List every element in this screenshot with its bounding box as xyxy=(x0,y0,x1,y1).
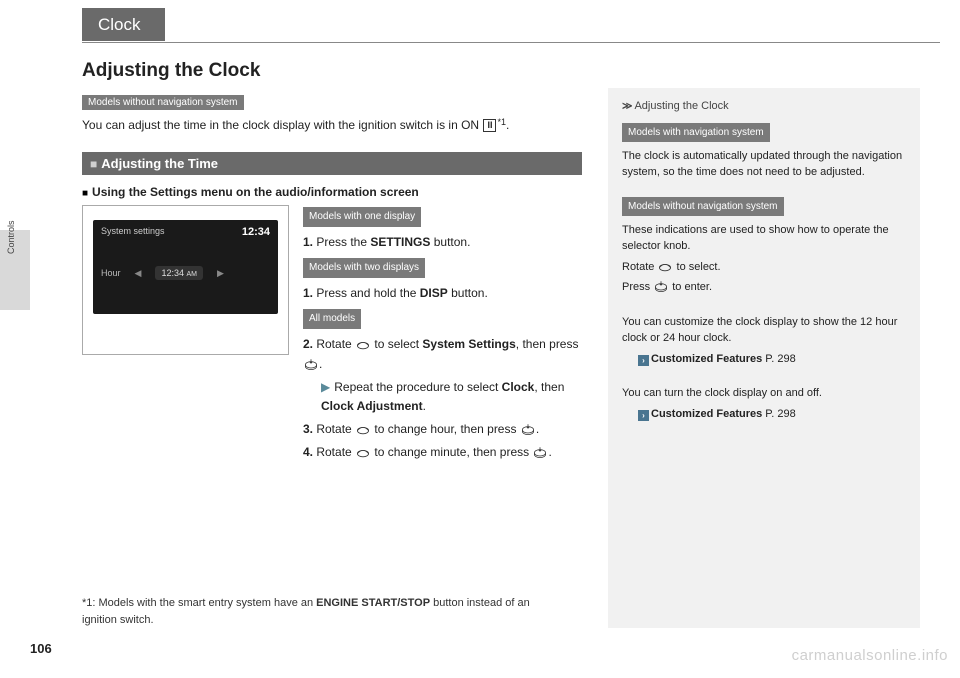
page-number: 106 xyxy=(30,641,52,656)
sidebar-nav-text: The clock is automatically updated throu… xyxy=(622,148,906,181)
sidebar-header: ≫Adjusting the Clock xyxy=(622,98,906,115)
pill-two-displays: Models with two displays xyxy=(303,258,425,278)
screen-ampm: AM xyxy=(186,271,197,278)
title-bar: Clock xyxy=(82,8,940,42)
screen-time: 12:34 xyxy=(161,268,184,278)
intro-paragraph: You can adjust the time in the clock dis… xyxy=(82,116,582,134)
side-tab-label: Controls xyxy=(6,220,16,254)
step-3: 3. Rotate to change hour, then press . xyxy=(303,420,582,439)
sidebar-nonav-intro: These indications are used to show how t… xyxy=(622,222,906,255)
press-knob-icon xyxy=(303,357,319,371)
step-2: 2. Rotate to select System Settings, the… xyxy=(303,335,582,373)
rotate-knob-icon xyxy=(355,337,371,351)
pill-models-with-nav: Models with navigation system xyxy=(622,123,770,142)
section-heading: Adjusting the Clock xyxy=(82,60,582,82)
subsection-title: Adjusting the Time xyxy=(101,156,218,171)
step-1a: 1. Press the SETTINGS button. xyxy=(303,233,582,252)
page-title-tab: Clock xyxy=(82,8,165,41)
watermark: carmanualsonline.info xyxy=(792,647,948,664)
sidebar-rotate-line: Rotate to select. xyxy=(622,259,906,276)
subsection-bullet: ■ xyxy=(90,157,97,171)
step-1b: 1. Press and hold the DISP button. xyxy=(303,284,582,303)
xref-icon: › xyxy=(638,410,649,421)
step-2-sub: ▶Repeat the procedure to select Clock, t… xyxy=(321,378,582,416)
main-column: Adjusting the Clock Models without navig… xyxy=(82,60,582,467)
footnote: *1: Models with the smart entry system h… xyxy=(82,595,562,628)
press-knob-icon xyxy=(532,445,548,459)
pill-models-without-nav: Models without navigation system xyxy=(82,95,244,110)
xref-icon: › xyxy=(638,355,649,366)
sidebar-xref-1: ›Customized Features P. 298 xyxy=(638,351,906,368)
sidebar-onoff-text: You can turn the clock display on and of… xyxy=(622,385,906,402)
subsection-bar: ■ Adjusting the Time xyxy=(82,152,582,175)
intro-sup: *1 xyxy=(497,117,506,127)
screen-clock: 12:34 xyxy=(242,226,270,238)
screen-title: System settings xyxy=(101,226,165,238)
subhead: ■ Using the Settings menu on the audio/in… xyxy=(82,185,582,199)
steps-column: Models with one display 1. Press the SET… xyxy=(303,205,582,467)
pill-one-display: Models with one display xyxy=(303,207,421,227)
rotate-knob-icon xyxy=(657,259,673,273)
display-screenshot: System settings 12:34 Hour ◀ 12:34 AM ▶ xyxy=(82,205,289,355)
press-knob-icon xyxy=(653,279,669,293)
press-knob-icon xyxy=(520,422,536,436)
sidebar-custom-intro: You can customize the clock display to s… xyxy=(622,314,906,347)
intro-pre: You can adjust the time in the clock dis… xyxy=(82,118,482,132)
subhead-bullet: ■ xyxy=(82,188,88,199)
arrow-icon: ▶ xyxy=(321,380,330,394)
intro-post: . xyxy=(506,118,509,132)
sidebar-xref-2: ›Customized Features P. 298 xyxy=(638,406,906,423)
pill-models-without-nav-side: Models without navigation system xyxy=(622,197,784,216)
ignition-ii-icon: II xyxy=(483,119,496,132)
chevron-icon: ≫ xyxy=(622,101,632,112)
pill-all-models: All models xyxy=(303,309,361,329)
screen-hour-label: Hour xyxy=(101,268,121,278)
subhead-text: Using the Settings menu on the audio/inf… xyxy=(92,185,419,199)
step-4: 4. Rotate to change minute, then press . xyxy=(303,443,582,462)
sidebar: ≫Adjusting the Clock Models with navigat… xyxy=(608,88,920,628)
rotate-knob-icon xyxy=(355,422,371,436)
rotate-knob-icon xyxy=(355,445,371,459)
title-rule xyxy=(82,42,940,43)
sidebar-press-line: Press to enter. xyxy=(622,279,906,296)
